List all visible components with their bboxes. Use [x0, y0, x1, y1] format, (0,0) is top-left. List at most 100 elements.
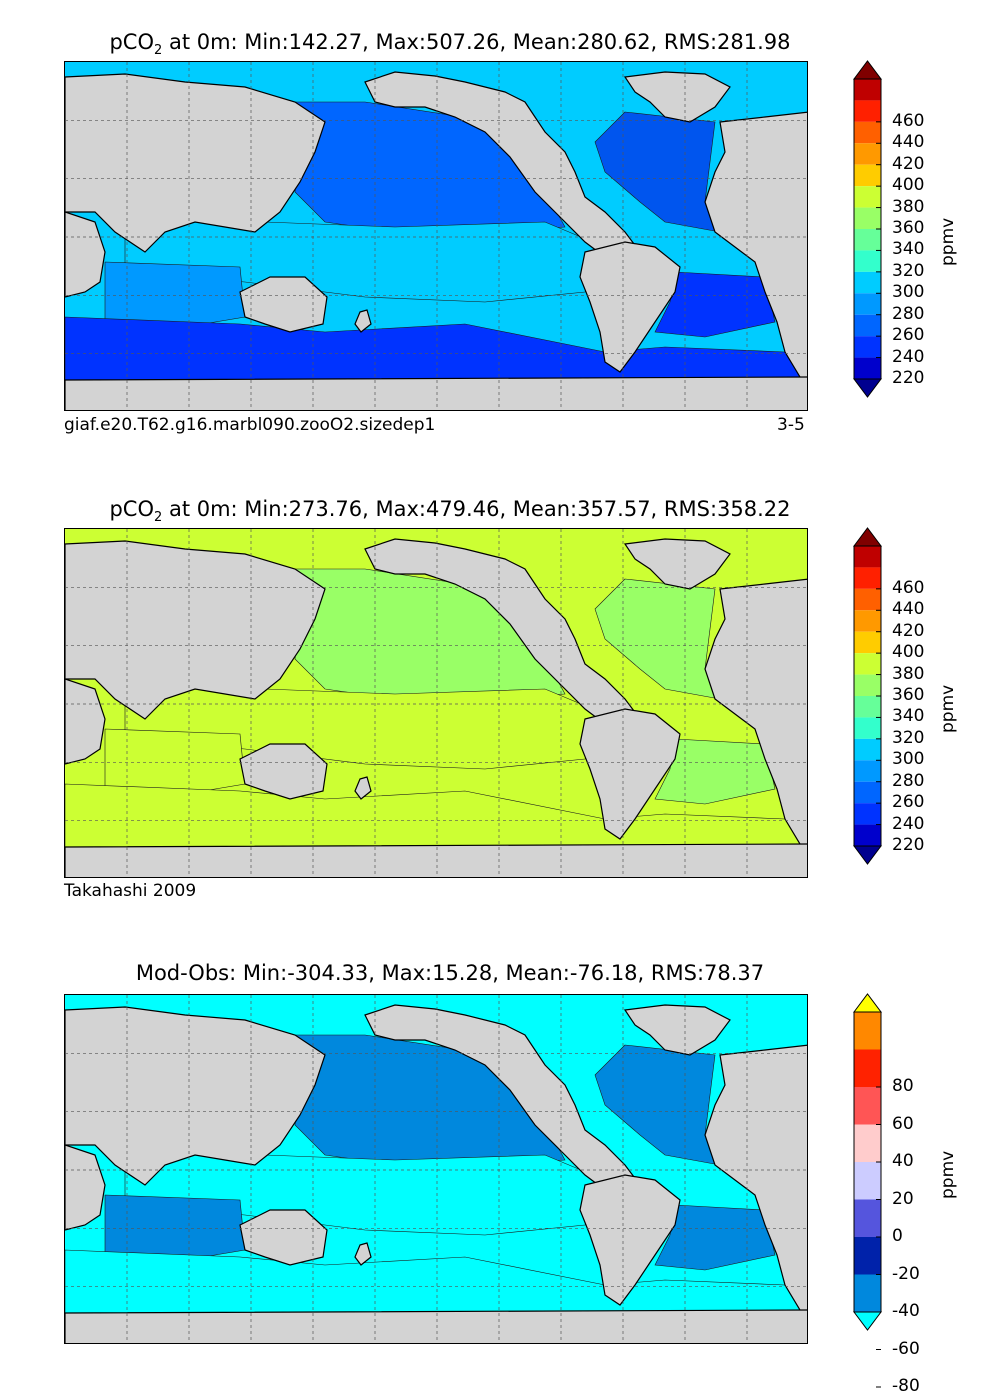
colorbar-tick-label: 460 — [892, 110, 925, 131]
colorbar-tick-label: 340 — [892, 706, 925, 727]
colorbar-tick-label: 280 — [892, 770, 925, 791]
colorbar-segment — [854, 1012, 881, 1050]
land-mass — [65, 678, 106, 765]
colorbar-tick-label: 380 — [892, 196, 925, 217]
colorbar-segment — [854, 1124, 881, 1162]
colorbar-segment — [854, 293, 881, 315]
colorbar-segment — [854, 164, 881, 187]
colorbar-unit-label: ppmv — [938, 217, 958, 266]
colorbar-tick-label: 320 — [892, 727, 925, 748]
colorbar-extend-min — [853, 845, 882, 865]
colorbar-segment — [854, 653, 881, 675]
colorbar-tick-label: -80 — [892, 1376, 920, 1396]
colorbar-tick-label: 440 — [892, 599, 925, 620]
colorbar-segment — [854, 824, 881, 846]
colorbar-segment — [854, 1087, 881, 1125]
map-diff — [64, 994, 808, 1344]
colorbar-tick-label: -20 — [892, 1263, 920, 1284]
colorbar-segment — [854, 207, 881, 229]
colorbar-segment — [854, 314, 881, 337]
colorbar-tick-label: 360 — [892, 685, 925, 705]
caption-right: 3-5 — [777, 415, 805, 435]
colorbar-tick-label: 260 — [892, 792, 925, 813]
colorbar-segment — [854, 100, 881, 122]
colorbar-segment — [854, 1274, 881, 1312]
region-north-atlantic — [594, 1044, 721, 1166]
colorbar-tick-label: 420 — [892, 620, 925, 641]
colorbar-segment — [854, 1049, 881, 1087]
land-mass — [623, 538, 731, 590]
colorbar-tick-label: 340 — [892, 239, 925, 260]
land-mass — [239, 276, 328, 333]
colorbar-segment — [854, 79, 881, 101]
colorbar-segment — [854, 250, 881, 272]
land-mass — [239, 1209, 328, 1266]
map-obs — [64, 528, 808, 878]
land-mass — [623, 71, 731, 123]
colorbar-tick-label: 220 — [892, 368, 925, 388]
panel-diff: Mod-Obs: Min:-304.33, Max:15.28, Mean:-7… — [0, 934, 987, 1395]
colorbar-tick-label: 320 — [892, 260, 925, 281]
colorbar-segment — [854, 610, 881, 632]
colorbar-extend-min — [853, 378, 882, 398]
land-mass — [704, 1044, 807, 1323]
panel-title: Mod-Obs: Min:-304.33, Max:15.28, Mean:-7… — [0, 961, 900, 985]
colorbar-segment — [854, 1237, 881, 1275]
colorbar-tick-label: 240 — [892, 813, 925, 834]
colorbar-segment — [854, 546, 881, 568]
title-stats: at 0m: Min:142.27, Max:507.26, Mean:280.… — [162, 30, 791, 54]
colorbar-segment — [854, 717, 881, 739]
panel-model: pCO2 at 0m: Min:142.27, Max:507.26, Mean… — [0, 0, 987, 467]
land-mass — [579, 708, 681, 840]
region-indian — [104, 261, 246, 328]
colorbar-tick-label: 240 — [892, 346, 925, 367]
land-mass — [623, 1004, 731, 1056]
colorbar-segment — [854, 696, 881, 718]
colorbar-segment — [854, 336, 881, 358]
colorbar-tick-label: 420 — [892, 153, 925, 174]
caption-left: Takahashi 2009 — [64, 881, 197, 901]
land-mass — [65, 1309, 807, 1343]
land-mass — [65, 73, 326, 253]
colorbar-tick-label: 440 — [892, 132, 925, 153]
colorbar-segment — [854, 674, 881, 696]
colorbar-tick-label: -40 — [892, 1301, 920, 1321]
land-mass — [65, 1006, 326, 1186]
region-north-atlantic — [594, 578, 721, 700]
caption-left: giaf.e20.T62.g16.marbl090.zooO2.sizedep1 — [64, 415, 436, 435]
colorbar-extend-min — [853, 1311, 882, 1331]
panel-obs: pCO2 at 0m: Min:273.76, Max:479.46, Mean… — [0, 467, 987, 934]
colorbar-tick-label: 460 — [892, 577, 925, 598]
colorbar-tick-label: 60 — [892, 1113, 914, 1134]
land-mass — [579, 241, 681, 373]
colorbar-tick-label: 80 — [892, 1076, 914, 1096]
colorbar-segment — [854, 631, 881, 654]
colorbar-tick-label: 300 — [892, 749, 925, 770]
region-north-atlantic — [594, 111, 721, 233]
colorbar-extend-max — [853, 993, 882, 1013]
title-text: pCO — [109, 497, 154, 521]
colorbar-segment — [854, 1199, 881, 1237]
colorbar-unit-label: ppmv — [938, 1150, 958, 1199]
title-subscript: 2 — [154, 43, 163, 59]
title-stats: at 0m: Min:273.76, Max:479.46, Mean:357.… — [162, 497, 791, 521]
colorbar-tick-label: 400 — [892, 642, 925, 663]
panel-title: pCO2 at 0m: Min:142.27, Max:507.26, Mean… — [0, 30, 900, 58]
colorbar-tick-label: 360 — [892, 218, 925, 238]
colorbar-segment — [854, 781, 881, 804]
colorbar-segment — [854, 186, 881, 208]
land-mass — [239, 743, 328, 800]
title-text: pCO — [109, 30, 154, 54]
colorbar-tick-label: 400 — [892, 175, 925, 196]
colorbar-segment — [854, 121, 881, 144]
land-mass — [65, 1144, 106, 1231]
colorbar-segment — [854, 738, 881, 761]
region-indian — [104, 728, 246, 795]
colorbar-tick-label: 380 — [892, 663, 925, 684]
colorbar-segment — [854, 143, 881, 165]
colorbar-segment — [854, 1162, 881, 1200]
colorbar-segment — [854, 229, 881, 251]
colorbar-tick-label: 280 — [892, 303, 925, 324]
land-mass — [354, 1242, 372, 1266]
panel-title: pCO2 at 0m: Min:273.76, Max:479.46, Mean… — [0, 497, 900, 525]
